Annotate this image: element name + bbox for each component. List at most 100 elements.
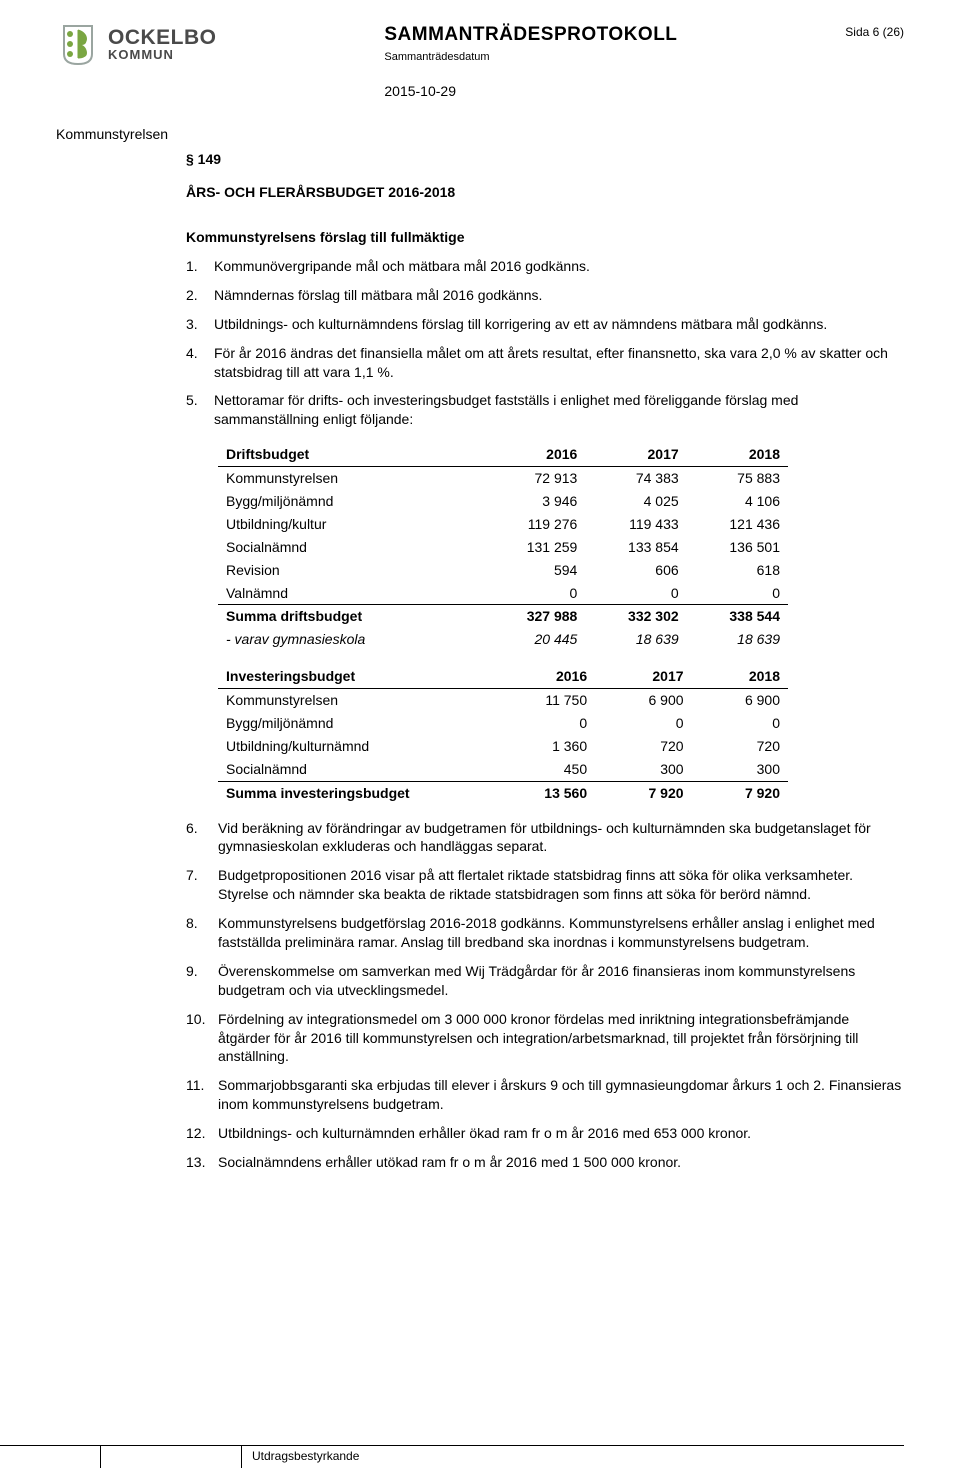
table-cell-label: Valnämnd — [218, 582, 484, 605]
table-cell-value: 133 854 — [585, 536, 686, 559]
table-header-cell: 2017 — [595, 665, 691, 688]
table-cell-value: 0 — [484, 582, 585, 605]
table-cell-value: 119 433 — [585, 513, 686, 536]
table-cell-value: 332 302 — [585, 605, 686, 628]
table-row: Kommunstyrelsen11 7506 9006 900 — [218, 689, 788, 712]
table-cell-value: 75 883 — [687, 467, 788, 490]
list-item: 1.Kommunövergripande mål och mätbara mål… — [186, 257, 904, 276]
list-item-number: 12. — [186, 1124, 218, 1143]
table-cell-label: Socialnämnd — [218, 536, 484, 559]
list-item-text: Sommarjobbsgaranti ska erbjudas till ele… — [218, 1077, 901, 1112]
protocol-block: SAMMANTRÄDESPROTOKOLL Sammanträdesdatum … — [384, 22, 677, 101]
table-header-cell: 2018 — [692, 665, 788, 688]
table-row: Utbildning/kultur119 276119 433121 436 — [218, 513, 788, 536]
list-item-number: 1. — [186, 257, 214, 276]
table-row: Valnämnd000 — [218, 582, 788, 605]
table-cell-value: 72 913 — [484, 467, 585, 490]
table-cell-value: 606 — [585, 559, 686, 582]
table-cell-value: 131 259 — [484, 536, 585, 559]
table-cell-label: Revision — [218, 559, 484, 582]
drift-budget-table: Driftsbudget201620172018Kommunstyrelsen7… — [218, 443, 788, 651]
table-cell-value: 720 — [692, 735, 788, 758]
municipality-name: OCKELBO — [108, 27, 217, 48]
list-item-text: Utbildnings- och kulturnämndens förslag … — [214, 316, 827, 332]
table-cell-value: 1 360 — [484, 735, 595, 758]
table-cell-value: 18 639 — [585, 628, 686, 651]
list-item-text: Nettoramar för drifts- och investeringsb… — [214, 392, 798, 427]
table-cell-label: Summa investeringsbudget — [218, 781, 484, 804]
page-number: Sida 6 (26) — [845, 22, 904, 40]
list-item-number: 8. — [186, 914, 218, 933]
list-item: 2.Nämndernas förslag till mätbara mål 20… — [186, 286, 904, 305]
table-cell-label: Bygg/miljönämnd — [218, 712, 484, 735]
table-cell-value: 327 988 — [484, 605, 585, 628]
list-item-number: 3. — [186, 315, 214, 334]
list-item-text: För år 2016 ändras det finansiella målet… — [214, 345, 888, 380]
committee-label: Kommunstyrelsen — [56, 125, 904, 144]
table-cell-label: Summa driftsbudget — [218, 605, 484, 628]
numbered-list-second: 6.Vid beräkning av förändringar av budge… — [186, 819, 904, 1172]
table-cell-value: 338 544 — [687, 605, 788, 628]
list-item: 12.Utbildnings- och kulturnämnden erhåll… — [186, 1124, 904, 1143]
table-cell-value: 594 — [484, 559, 585, 582]
list-item: 7.Budgetpropositionen 2016 visar på att … — [186, 866, 904, 904]
table-cell-value: 18 639 — [687, 628, 788, 651]
logo-block: OCKELBO KOMMUN — [56, 22, 217, 66]
list-item-number: 2. — [186, 286, 214, 305]
table-header-cell: 2016 — [484, 665, 595, 688]
table-header-cell: 2017 — [585, 443, 686, 466]
list-item-number: 9. — [186, 962, 218, 981]
table-row: Utbildning/kulturnämnd1 360720720 — [218, 735, 788, 758]
investment-budget-table: Investeringsbudget201620172018Kommunstyr… — [218, 665, 788, 804]
municipality-logo-icon — [56, 22, 100, 66]
table-cell-label: Bygg/miljönämnd — [218, 490, 484, 513]
list-item: 6.Vid beräkning av förändringar av budge… — [186, 819, 904, 857]
table-cell-value: 11 750 — [484, 689, 595, 712]
table-cell-label: Kommunstyrelsen — [218, 689, 484, 712]
list-item: 3.Utbildnings- och kulturnämndens försla… — [186, 315, 904, 334]
table-cell-value: 720 — [595, 735, 691, 758]
list-item-text: Nämndernas förslag till mätbara mål 2016… — [214, 287, 542, 303]
table-cell-value: 0 — [687, 582, 788, 605]
table-cell-value: 0 — [585, 582, 686, 605]
table-cell-value: 0 — [484, 712, 595, 735]
table-cell-label: Socialnämnd — [218, 758, 484, 781]
table-cell-value: 7 920 — [692, 781, 788, 804]
protocol-title: SAMMANTRÄDESPROTOKOLL — [384, 22, 677, 48]
table-row: Bygg/miljönämnd000 — [218, 712, 788, 735]
list-item-number: 7. — [186, 866, 218, 885]
list-item-number: 6. — [186, 819, 218, 838]
list-item-number: 11. — [186, 1076, 218, 1095]
list-item-text: Överenskommelse om samverkan med Wij Trä… — [218, 963, 855, 998]
table-cell-value: 136 501 — [687, 536, 788, 559]
table-cell-value: 20 445 — [484, 628, 585, 651]
table-row: Summa investeringsbudget13 5607 9207 920 — [218, 781, 788, 804]
list-item: 10.Fördelning av integrationsmedel om 3 … — [186, 1010, 904, 1067]
list-item-number: 13. — [186, 1153, 218, 1172]
protocol-subtitle: Sammanträdesdatum — [384, 50, 677, 65]
table-cell-value: 6 900 — [692, 689, 788, 712]
list-item-text: Socialnämndens erhåller utökad ram fr o … — [218, 1154, 681, 1170]
list-item-number: 5. — [186, 391, 214, 410]
table-cell-label: Utbildning/kultur — [218, 513, 484, 536]
table-cell-value: 6 900 — [595, 689, 691, 712]
list-item-text: Vid beräkning av förändringar av budgetr… — [218, 820, 871, 855]
table-cell-value: 119 276 — [484, 513, 585, 536]
table-row: Bygg/miljönämnd3 9464 0254 106 — [218, 490, 788, 513]
footer-label: Utdragsbestyrkande — [242, 1446, 960, 1468]
table-header-cell: 2016 — [484, 443, 585, 466]
table-header-cell: 2018 — [687, 443, 788, 466]
table-cell-label: - varav gymnasieskola — [218, 628, 484, 651]
list-item: 5.Nettoramar för drifts- och investering… — [186, 391, 904, 429]
table-header-cell: Investeringsbudget — [218, 665, 484, 688]
list-item-number: 4. — [186, 344, 214, 363]
table-cell-value: 300 — [692, 758, 788, 781]
table-cell-label: Utbildning/kulturnämnd — [218, 735, 484, 758]
table-cell-value: 121 436 — [687, 513, 788, 536]
list-item: 8.Kommunstyrelsens budgetförslag 2016-20… — [186, 914, 904, 952]
document-body: § 149 ÅRS- OCH FLERÅRSBUDGET 2016-2018 K… — [186, 150, 904, 1172]
table-cell-value: 0 — [595, 712, 691, 735]
list-item: 4.För år 2016 ändras det finansiella mål… — [186, 344, 904, 382]
section-number: § 149 — [186, 150, 904, 169]
table-cell-value: 450 — [484, 758, 595, 781]
